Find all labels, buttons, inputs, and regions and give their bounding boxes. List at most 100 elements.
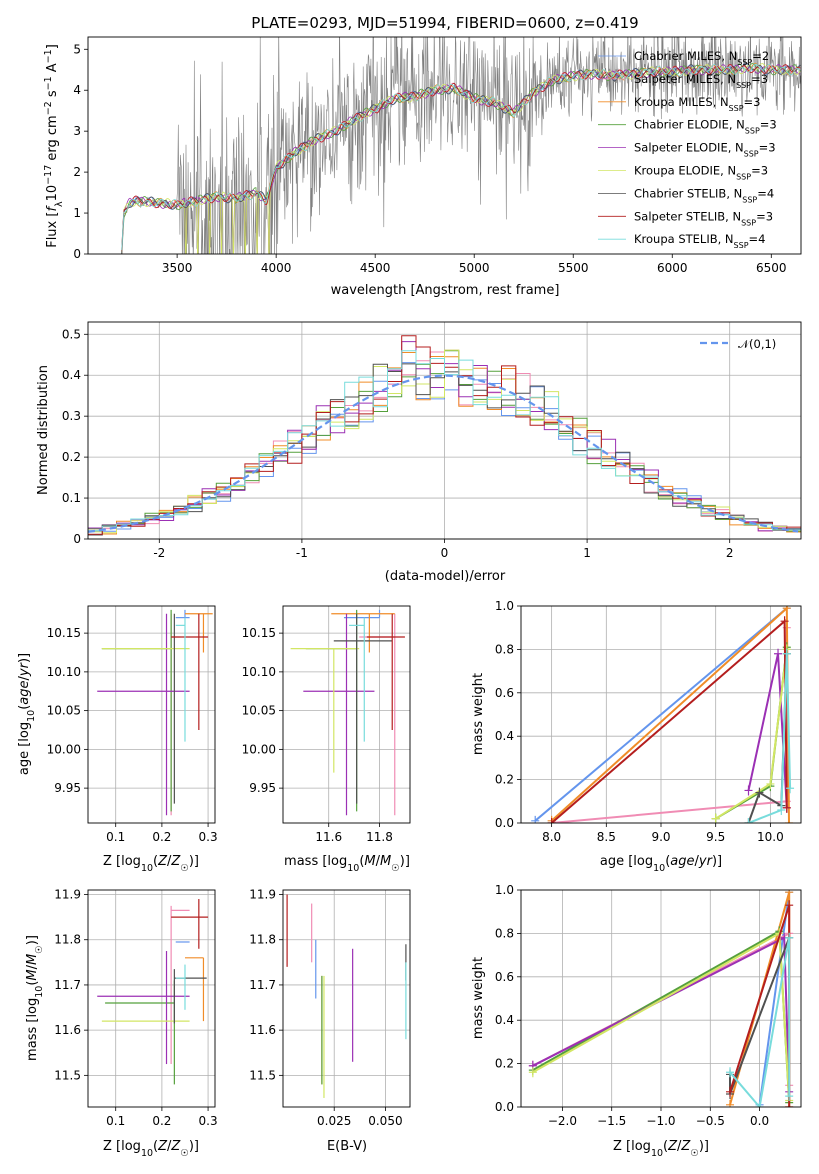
axes-frame bbox=[282, 605, 411, 824]
x-tick-label: 11.6 bbox=[315, 830, 342, 844]
panel-residuals: -2 -1 0 1 2 0 0.1 0.2 0.3 0.4 0.5 𝒩(0,1) bbox=[62, 321, 802, 560]
label-part: Z bbox=[157, 854, 168, 869]
legend-sub: SSP bbox=[742, 195, 757, 204]
y-tick-label: 11.9 bbox=[249, 888, 276, 902]
legend-sub: SSP bbox=[729, 103, 744, 112]
label-part: ( bbox=[25, 981, 40, 986]
weight-marker-salpeter-stelib bbox=[726, 1086, 735, 1097]
label-part: ☉ bbox=[690, 1148, 699, 1159]
plot-area bbox=[97, 899, 209, 1085]
y-tick-label: 0.4 bbox=[62, 368, 81, 382]
x-tick-label: −1.0 bbox=[646, 1114, 675, 1128]
y-tick-label: 11.5 bbox=[249, 1068, 276, 1082]
x-tick-label: 0 bbox=[441, 546, 449, 560]
x-tick-label: −2.0 bbox=[548, 1114, 577, 1128]
y-tick-label: 10.10 bbox=[47, 665, 81, 679]
weight-marker-kroupa-stelib bbox=[786, 783, 795, 794]
plot-area bbox=[528, 890, 794, 1107]
legend-name: Kroupa ELODIE, N bbox=[634, 164, 736, 178]
panel-spectrum: 3500 4000 4500 5000 5500 6000 6500 0 1 2 3 4 5 Chabri… bbox=[73, 36, 802, 275]
x-tick-label: 11.8 bbox=[366, 830, 393, 844]
axes-frame bbox=[87, 889, 216, 1108]
label-part: 10 bbox=[26, 710, 37, 722]
weight-line-kroupa-elodie bbox=[715, 649, 788, 820]
data-point-salpeter-stelib bbox=[171, 613, 209, 730]
weight-marker-kroupa-miles bbox=[782, 606, 791, 614]
legend-label-salpeter-miles: Salpeter MILES, NSSP=3 bbox=[634, 72, 768, 90]
weight-marker-salpeter-stelib bbox=[785, 1102, 794, 1107]
label-part: 10 bbox=[651, 1148, 663, 1159]
data-point-salpeter-stelib bbox=[171, 899, 209, 949]
x-tick-label: 8.5 bbox=[597, 830, 616, 844]
x-axis-label: Z [log10(Z/Z☉)] bbox=[103, 1139, 199, 1159]
legend-label-kroupa-miles: Kroupa MILES, NSSP=3 bbox=[634, 95, 760, 113]
plot-area bbox=[286, 894, 407, 1098]
y-tick-label: 3 bbox=[73, 124, 81, 138]
y-tick-label: 1 bbox=[73, 206, 81, 220]
label-part: M bbox=[25, 969, 40, 980]
y-tick-label: 0.2 bbox=[495, 1057, 514, 1071]
data-point-chabrier-stelib bbox=[333, 613, 393, 804]
y-axis-label: mass weight bbox=[471, 957, 486, 1039]
weight-marker-kroupa-elodie bbox=[766, 778, 775, 789]
weight-line-salpeter-stelib bbox=[550, 619, 788, 823]
weight-marker-kroupa-stelib bbox=[785, 932, 794, 943]
label-part: )] bbox=[712, 854, 722, 869]
legend-sub: SSP bbox=[734, 241, 749, 250]
label-part: ☉ bbox=[180, 1148, 189, 1159]
legend-sub: SSP bbox=[745, 126, 760, 135]
histogram-kroupa-stelib bbox=[88, 350, 801, 532]
label-part: Z [log bbox=[103, 854, 141, 869]
y-axis-label: mass [log10(M/M☉)] bbox=[25, 935, 45, 1061]
weight-line-chabrier-miles bbox=[534, 607, 788, 822]
legend-name: Kroupa STELIB, N bbox=[634, 232, 734, 246]
label-part: ( bbox=[359, 854, 364, 869]
x-tick-label: 0.025 bbox=[317, 1114, 351, 1128]
y-tick-label: 0.0 bbox=[495, 1100, 514, 1114]
label-part: )] bbox=[17, 653, 32, 663]
x-tick-label: 0.0 bbox=[750, 1114, 769, 1128]
y-tick-label: 0 bbox=[73, 532, 81, 546]
label-part: age bbox=[670, 854, 694, 869]
legend-label-kroupa-stelib: Kroupa STELIB, NSSP=4 bbox=[634, 232, 765, 250]
label-part: )] bbox=[189, 1139, 199, 1154]
legend-name: Chabrier ELODIE, N bbox=[634, 118, 745, 132]
y-tick-label: 0.6 bbox=[495, 686, 514, 700]
legend-name: Chabrier STELIB, N bbox=[634, 186, 742, 200]
label-part: mass [log bbox=[284, 854, 347, 869]
legend-value: =3 bbox=[756, 209, 773, 223]
legend-sub: SSP bbox=[741, 218, 756, 227]
legend-value: =3 bbox=[759, 141, 776, 155]
y-tick-label: 11.8 bbox=[54, 933, 81, 947]
x-axis-label: (data-model)/error bbox=[385, 569, 506, 584]
data-point-kroupa-stelib bbox=[175, 617, 186, 742]
x-axis-label: Z [log10(Z/Z☉)] bbox=[103, 854, 199, 874]
label-part: M bbox=[25, 954, 40, 965]
legend-label-salpeter-stelib: Salpeter STELIB, NSSP=3 bbox=[634, 209, 773, 227]
legend-label-chabrier-stelib: Chabrier STELIB, NSSP=4 bbox=[634, 186, 774, 204]
weight-marker-salpeter-stelib bbox=[547, 818, 556, 823]
model-spectrum-kroupa-stelib bbox=[121, 63, 801, 251]
x-tick-label: 4500 bbox=[360, 261, 391, 275]
x-tick-label: 5000 bbox=[459, 261, 490, 275]
data-point-kroupa-miles bbox=[184, 957, 205, 1022]
legend-sub: SSP bbox=[736, 80, 751, 89]
y-tick-label: 11.8 bbox=[249, 933, 276, 947]
y-tick-label: 11.7 bbox=[249, 978, 276, 992]
weight-marker-kroupa-miles bbox=[785, 890, 794, 898]
legend-value: =2 bbox=[752, 49, 769, 63]
weight-line-chabrier-miles bbox=[758, 892, 791, 1105]
y-tick-label: 11.6 bbox=[54, 1023, 81, 1037]
label-part: / bbox=[17, 675, 32, 680]
x-tick-label: 10.0 bbox=[757, 830, 784, 844]
legend-value: =4 bbox=[749, 232, 766, 246]
y-tick-label: 0.8 bbox=[495, 642, 514, 656]
x-axis-label: wavelength [Angstrom, rest frame] bbox=[331, 283, 560, 298]
label-part: −1 bbox=[43, 49, 54, 63]
y-tick-label: 0.6 bbox=[495, 970, 514, 984]
label-part: 10 bbox=[141, 863, 153, 874]
x-axis-label: E(B-V) bbox=[327, 1139, 367, 1154]
x-tick-label: 0.3 bbox=[199, 830, 218, 844]
data-point-kroupa-elodie bbox=[290, 648, 360, 773]
